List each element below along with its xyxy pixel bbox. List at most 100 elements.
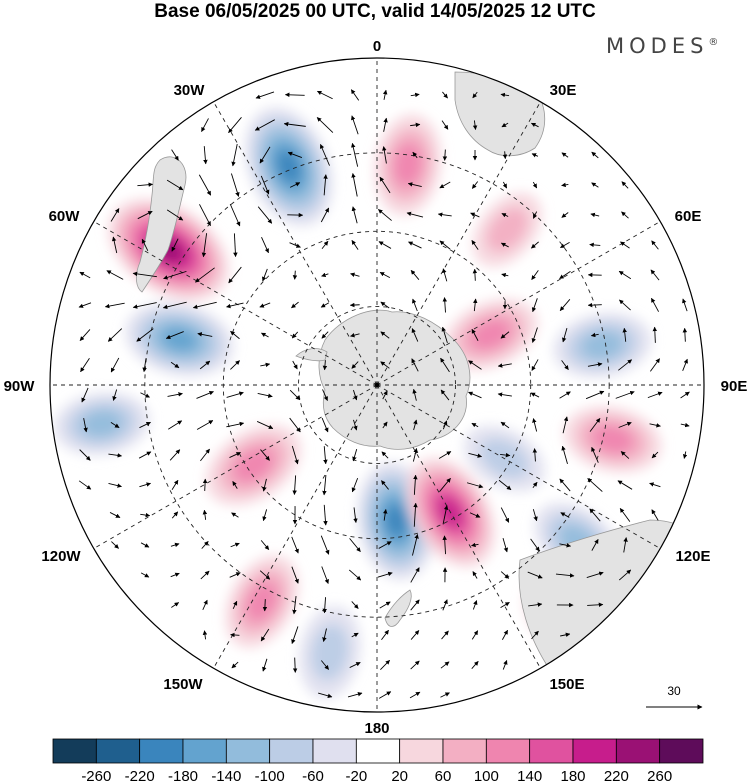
wind-arrow	[291, 301, 299, 309]
wind-arrow	[472, 571, 478, 579]
south-pole-dot	[374, 382, 380, 388]
wind-arrow	[192, 301, 217, 309]
wind-arrow	[619, 508, 631, 522]
wind-arrow	[531, 630, 539, 640]
wind-arrow	[107, 328, 123, 342]
wind-arrow	[167, 392, 183, 397]
lon-label-150w: 150W	[163, 676, 203, 693]
wind-arrow	[471, 661, 479, 669]
wind-arrow	[589, 508, 601, 522]
wind-arrow	[647, 391, 663, 399]
wind-arrow	[196, 390, 214, 399]
wind-arrow	[83, 418, 88, 433]
wind-arrow	[501, 629, 509, 640]
colorbar-swatch	[572, 738, 617, 764]
wind-arrow	[471, 542, 479, 548]
wind-arrow	[502, 181, 508, 189]
wind-arrow	[137, 210, 153, 220]
wind-arrow	[195, 267, 215, 283]
wind-arrow	[621, 211, 629, 219]
wind-arrow	[531, 327, 538, 343]
wind-arrow	[316, 117, 334, 133]
wind-arrow	[291, 536, 299, 554]
wind-arrow	[382, 390, 388, 400]
wind-arrow	[682, 298, 688, 312]
anomaly-field	[54, 107, 662, 699]
wind-arrow	[497, 392, 512, 397]
wind-arrow	[501, 213, 509, 218]
wind-arrow	[617, 480, 633, 490]
colorbar: -260 -220 -180 -140 -100 -60 -20 20 60 100 140 180 2…	[52, 738, 704, 783]
wind-arrow	[110, 357, 120, 373]
wind-arrow	[350, 272, 360, 277]
wind-arrow	[466, 482, 484, 489]
wind-arrow	[79, 271, 91, 279]
reference-vector: 30	[646, 684, 703, 710]
wind-arrow	[618, 270, 632, 280]
wind-arrow	[232, 481, 238, 489]
registered-mark: ®	[708, 37, 719, 48]
wind-arrow	[289, 242, 301, 248]
wind-arrow	[140, 392, 150, 398]
wind-arrow	[229, 572, 241, 578]
wind-arrow	[561, 360, 569, 370]
wind-arrow	[442, 268, 448, 282]
anomaly-cell	[443, 299, 538, 370]
wind-arrow	[320, 660, 330, 670]
lon-label-30w: 30W	[174, 82, 206, 99]
meridian-line	[376, 384, 541, 669]
wind-arrow	[380, 659, 390, 671]
wind-arrow	[262, 478, 267, 492]
wind-arrow	[322, 360, 328, 371]
wind-arrow	[262, 599, 268, 612]
colorbar-swatch	[52, 738, 97, 764]
wind-arrow	[469, 512, 481, 518]
anomaly-cell	[299, 606, 361, 699]
wind-arrow	[170, 542, 180, 548]
wind-arrow	[378, 209, 392, 221]
lon-label-120e: 120E	[675, 548, 710, 565]
wind-arrow	[230, 360, 240, 370]
wind-arrow	[166, 179, 184, 191]
wind-arrow	[500, 601, 510, 609]
wind-arrow	[260, 449, 270, 461]
wind-arrow	[561, 212, 569, 218]
wind-arrow	[171, 511, 179, 519]
wind-arrow	[620, 241, 630, 249]
wind-arrow	[587, 362, 603, 367]
wind-arrow	[349, 302, 360, 308]
wind-arrow	[351, 142, 359, 167]
wind-arrow	[439, 240, 451, 250]
wind-arrow	[411, 358, 419, 372]
wind-arrow	[500, 571, 510, 579]
wind-arrow	[383, 509, 388, 521]
wind-arrow	[321, 272, 329, 277]
wind-arrow	[531, 122, 539, 128]
meridian-line	[93, 221, 378, 386]
anomaly-cell	[54, 392, 150, 456]
wind-arrow	[262, 268, 268, 282]
wind-arrow	[231, 661, 239, 669]
wind-arrow	[442, 149, 448, 161]
wind-arrow	[321, 566, 329, 584]
wind-arrow	[230, 542, 240, 548]
wind-arrow	[231, 144, 238, 167]
wind-arrow	[562, 416, 569, 434]
wind-arrow	[531, 298, 538, 313]
anomaly-cell	[225, 555, 299, 648]
colorbar-swatch	[529, 738, 574, 764]
wind-arrow	[350, 332, 360, 338]
wind-arrow	[108, 483, 122, 488]
wind-arrow	[619, 299, 631, 311]
wind-arrow	[471, 422, 479, 428]
brand-name: MODES	[606, 34, 709, 58]
wind-arrow	[287, 151, 303, 158]
wind-arrow	[378, 241, 392, 249]
wind-arrow	[80, 357, 90, 373]
wind-arrow	[353, 419, 358, 431]
wind-arrow	[353, 389, 358, 401]
wind-arrow	[170, 361, 180, 369]
colorbar-tick-label: -140	[211, 768, 241, 783]
wind-arrow	[200, 570, 210, 580]
wind-arrow	[440, 692, 450, 698]
